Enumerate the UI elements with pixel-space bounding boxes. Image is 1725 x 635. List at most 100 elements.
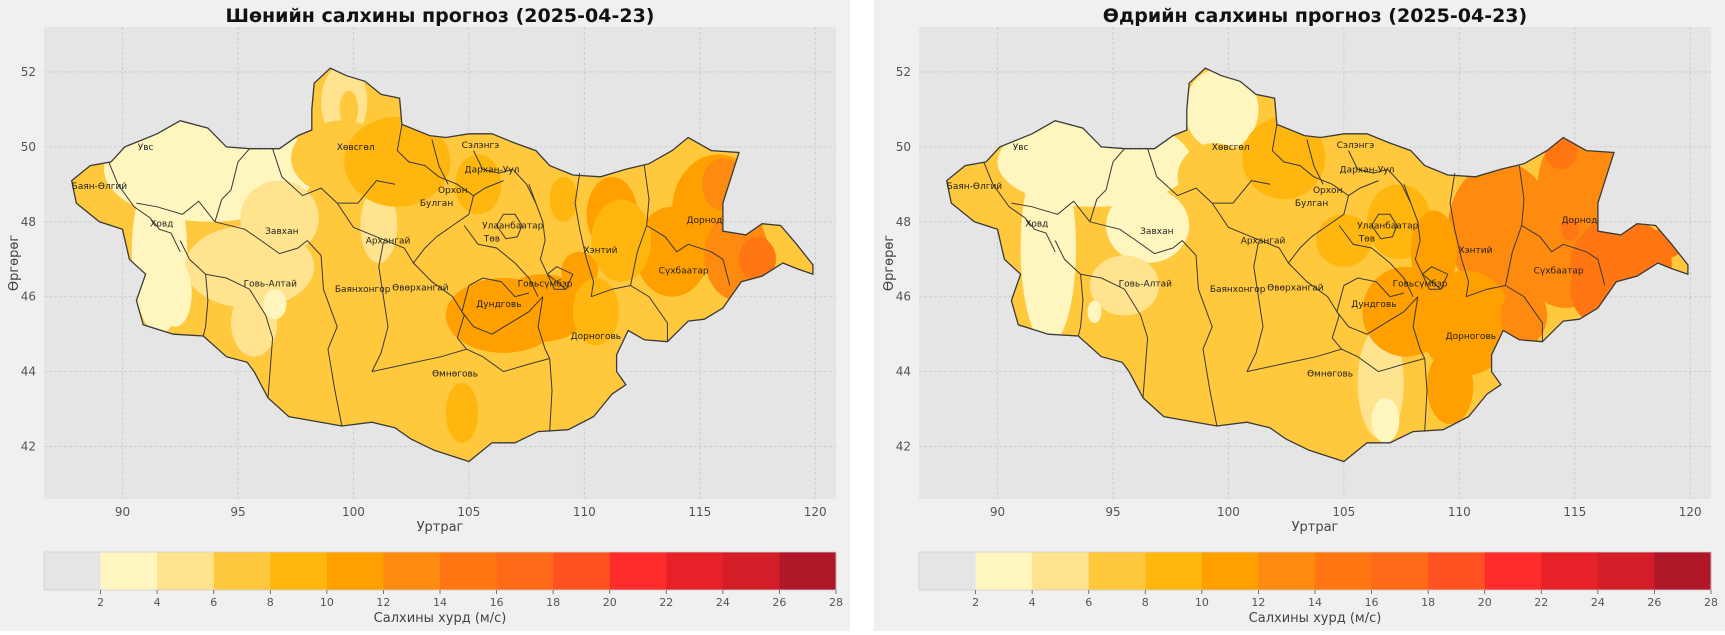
day-colorbar-segment xyxy=(1371,552,1429,590)
night-colorbar-segment xyxy=(779,552,837,590)
night-y-tick-label: 44 xyxy=(21,365,36,379)
day-y-tick-label: 48 xyxy=(896,215,911,229)
day-colorbar-tick-label: 22 xyxy=(1534,596,1548,609)
night-wind-contour xyxy=(344,116,451,207)
day-colorbar-tick-label: 18 xyxy=(1421,596,1435,609)
night-wind-contour xyxy=(478,371,520,425)
night-x-tick-label: 90 xyxy=(115,505,130,519)
day-y-tick-label: 42 xyxy=(896,440,911,454)
day-province-border xyxy=(1246,242,1264,372)
day-region-label: Булган xyxy=(1295,199,1328,209)
day-region-label: Баянхонгор xyxy=(1210,285,1266,295)
night-y-ticks: 52 50 48 46 44 42 xyxy=(21,65,36,454)
night-wind-contour xyxy=(159,259,192,327)
day-province-border xyxy=(1246,348,1425,373)
night-colorbar-segment xyxy=(383,552,441,590)
night-region-label: Төв xyxy=(483,235,500,245)
day-x-tick-label: 115 xyxy=(1563,505,1586,519)
night-colorbar-tick-label: 16 xyxy=(490,596,504,609)
day-province-border xyxy=(1211,202,1312,264)
day-province-border xyxy=(1466,284,1543,342)
day-region-label: Увс xyxy=(1013,143,1029,153)
night-province-border xyxy=(431,139,449,185)
night-map-title: Шөнийн салхины прогноз (2025-04-23) xyxy=(226,5,655,27)
night-region-label: Булган xyxy=(420,199,453,209)
night-colorbar xyxy=(43,551,837,591)
day-province-border xyxy=(1271,124,1379,197)
day-colorbar-segment xyxy=(1654,552,1712,590)
day-region-label: Өмнөговь xyxy=(1307,370,1353,380)
day-colorbar-tick-label: 8 xyxy=(1142,596,1149,609)
day-region-label: Сэлэнгэ xyxy=(1337,141,1375,151)
night-y-tick-label: 46 xyxy=(21,290,36,304)
night-colorbar-ticks: 2 4 6 8 10 12 14 16 18 20 22 24 26 28 xyxy=(97,590,843,609)
night-province-borders xyxy=(108,124,731,432)
night-province-border xyxy=(179,240,209,337)
day-province-borders xyxy=(983,124,1606,432)
night-xlabel: Уртраг xyxy=(417,520,464,535)
day-province-border xyxy=(1080,273,1149,398)
night-province-border xyxy=(591,284,668,342)
night-province-border xyxy=(108,161,181,253)
night-region-label: Дархан-Уул xyxy=(465,165,520,175)
day-wind-contour xyxy=(1177,143,1252,211)
night-colorbar-segment xyxy=(440,552,498,590)
day-province-border xyxy=(1147,148,1271,204)
day-region-label: Өвөрхангай xyxy=(1267,283,1324,293)
night-province-border xyxy=(371,348,550,373)
day-province-border xyxy=(1449,173,1470,297)
night-colorbar-tick-label: 28 xyxy=(829,596,843,609)
night-province-border xyxy=(436,195,474,238)
night-wind-contour xyxy=(339,90,359,129)
day-colorbar xyxy=(918,551,1712,591)
night-ylabel: Өргөрөг xyxy=(7,235,22,291)
night-province-border xyxy=(371,242,389,372)
night-region-label: Говьсүмбэр xyxy=(518,280,573,290)
night-province-border xyxy=(306,240,343,427)
day-colorbar-tick-label: 10 xyxy=(1195,596,1209,609)
night-x-tick-label: 105 xyxy=(457,505,480,519)
night-region-label: Баянхонгор xyxy=(335,285,391,295)
night-region-label: Увс xyxy=(138,143,154,153)
night-province-border xyxy=(396,124,504,197)
day-province-border xyxy=(1338,225,1414,297)
night-wind-contour xyxy=(739,236,776,282)
day-forecast-panel: Өдрийн салхины прогноз (2025-04-23) Увс Б… xyxy=(874,0,1725,631)
night-province-border xyxy=(574,173,595,297)
day-colorbar-ticks: 2 4 6 8 10 12 14 16 18 20 22 24 26 28 xyxy=(972,590,1718,609)
night-x-tick-label: 120 xyxy=(804,505,827,519)
night-colorbar-label: Салхины хурд (м/с) xyxy=(374,611,507,626)
day-region-label: Говьсүмбэр xyxy=(1393,280,1448,290)
day-colorbar-tick-label: 16 xyxy=(1365,596,1379,609)
day-region-label: Дорнод xyxy=(1561,216,1597,226)
day-colorbar-tick-label: 2 xyxy=(972,596,979,609)
night-y-tick-label: 48 xyxy=(21,215,36,229)
day-wind-contour xyxy=(1020,150,1077,346)
day-colorbar-segment xyxy=(975,552,1033,590)
night-colorbar-tick-label: 26 xyxy=(772,596,786,609)
day-province-border xyxy=(1348,150,1412,204)
day-colorbar-segment xyxy=(1201,552,1259,590)
night-region-label: Дундговь xyxy=(476,300,521,310)
day-province-border xyxy=(1311,195,1349,238)
night-wind-contour xyxy=(591,199,652,282)
night-region-labels: Увс Баян-Өлгий Ховд Завхан Говь-Алтай Хөвсгөл… xyxy=(72,141,723,380)
day-x-tick-label: 95 xyxy=(1105,505,1120,519)
night-y-tick-label: 50 xyxy=(21,140,36,154)
day-y-tick-label: 52 xyxy=(896,65,911,79)
night-colorbar-tick-label: 22 xyxy=(659,596,673,609)
day-province-border xyxy=(1343,277,1405,298)
day-region-labels: Увс Баян-Өлгий Ховд Завхан Говь-Алтай Хөвсгөл… xyxy=(947,141,1598,380)
night-colorbar-segment xyxy=(100,552,158,590)
day-colorbar-segment xyxy=(1315,552,1373,590)
night-region-label: Дорнод xyxy=(686,216,722,226)
day-wind-contour xyxy=(1500,285,1548,346)
day-wind-contour xyxy=(1560,218,1580,241)
night-province-border xyxy=(205,273,274,398)
night-province-border xyxy=(546,266,574,290)
day-region-label: Хэнтий xyxy=(1459,246,1493,256)
night-forecast-panel: Шөнийн салхины прогноз (2025-04-23) Увс Б… xyxy=(0,0,850,631)
day-y-ticks: 52 50 48 46 44 42 xyxy=(896,65,911,454)
day-colorbar-segment xyxy=(1597,552,1655,590)
day-colorbar-tick-label: 4 xyxy=(1029,596,1036,609)
